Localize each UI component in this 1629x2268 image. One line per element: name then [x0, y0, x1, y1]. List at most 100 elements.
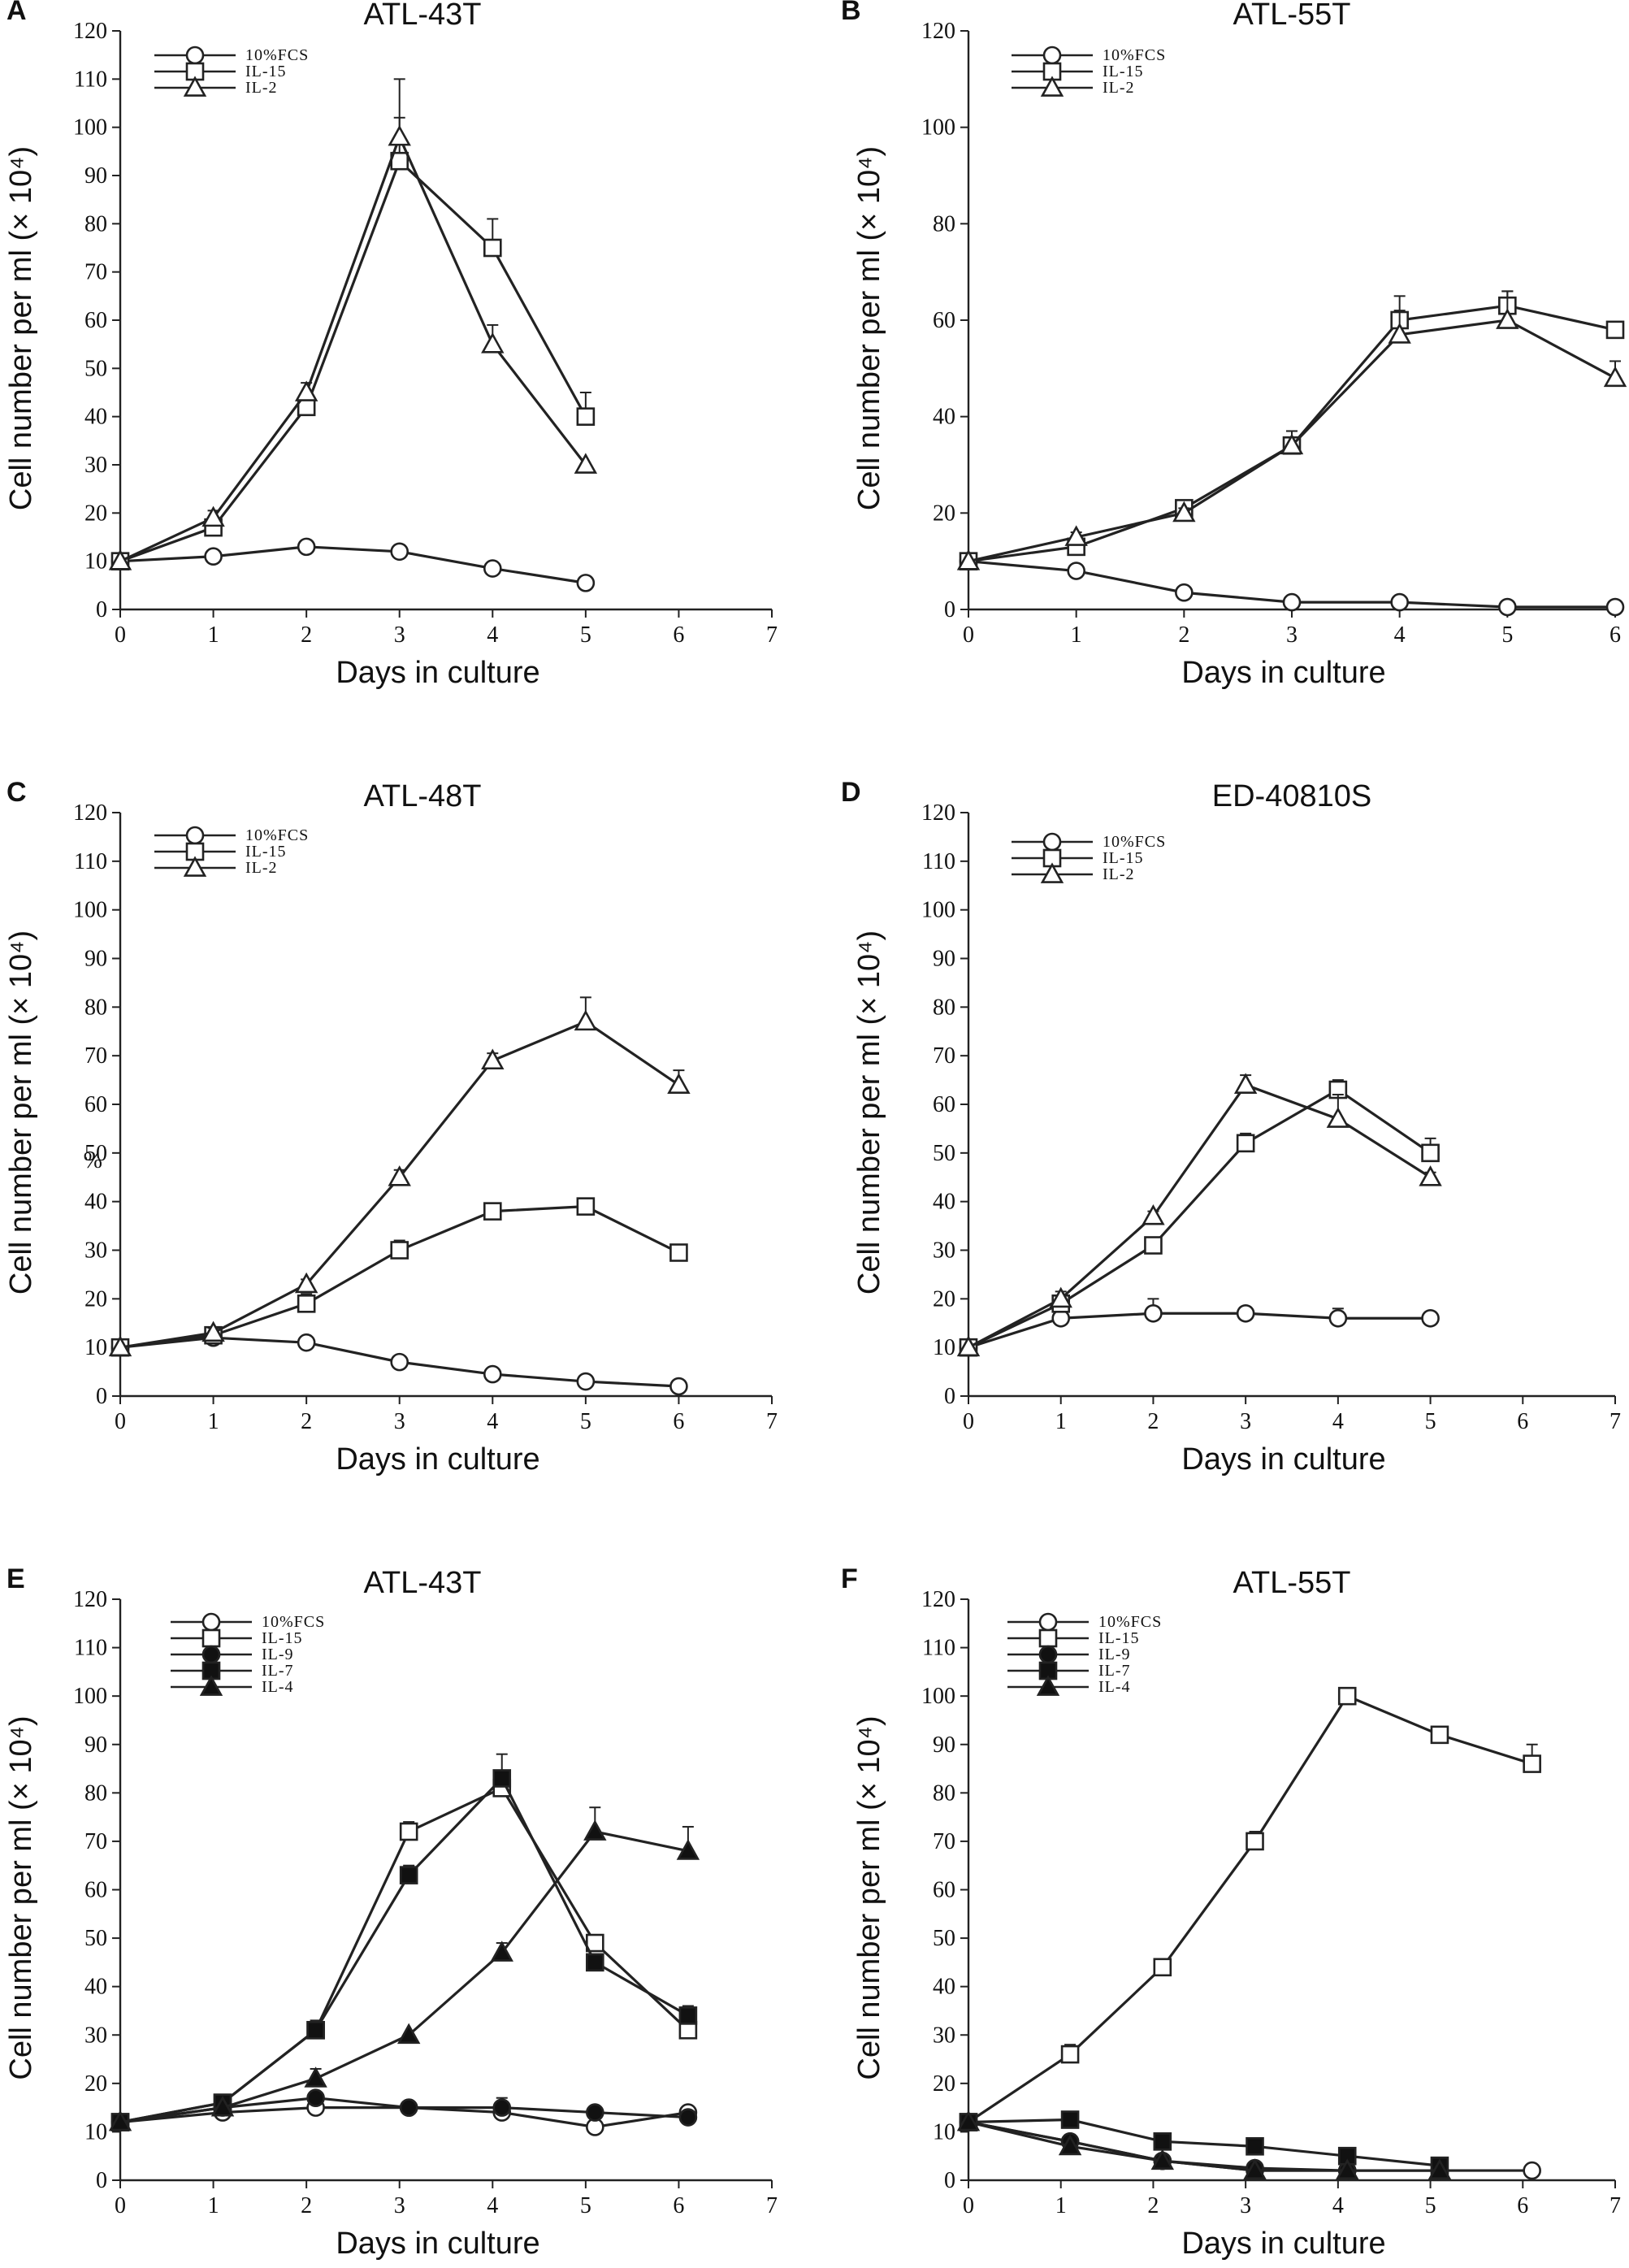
data-point-il-4 [490, 1941, 513, 1962]
y-tick-label: 80 [933, 1780, 955, 1806]
legend-label: 10%FCS [1103, 833, 1166, 851]
x-tick-label: 3 [1240, 1409, 1251, 1434]
series-line-il-4 [968, 2120, 1440, 2172]
data-point-il-4 [676, 1839, 700, 1860]
chart-panel-b: B ATL-55T 0 20 40 60 80 100 120 0 1 2 3 4 5 6 Days in cu… [841, 0, 1627, 690]
series-10-fcs [110, 537, 596, 592]
data-point-10-fcs [483, 559, 502, 578]
chart-panel-a: A ATL-43T 0 10 20 30 40 50 60 70 80 90 100 110 120 0 1 2 3… [4, 0, 778, 690]
data-point-il-15 [1605, 320, 1625, 340]
data-point-il-2 [1172, 501, 1196, 523]
legend-label: IL-7 [1098, 1662, 1131, 1680]
panel-letter: D [841, 777, 861, 808]
data-point-10-fcs [576, 574, 596, 592]
y-axis-title: Cell number per ml (× 10⁴) [4, 146, 38, 510]
x-tick-label: 0 [115, 1409, 126, 1434]
data-point-il-2 [1064, 525, 1088, 546]
legend-marker [185, 46, 205, 65]
y-axis-title: Cell number per ml (× 10⁴) [4, 1715, 38, 2079]
series-line-10-fcs [968, 1312, 1431, 1349]
y-tick-label: 0 [96, 2168, 107, 2193]
data-point-il-15 [1523, 1754, 1541, 1773]
data-point-10-fcs [1328, 1308, 1348, 1328]
x-tick-label: 4 [1332, 1409, 1344, 1434]
series-il-2 [108, 78, 598, 570]
y-tick-label: 40 [84, 1190, 107, 1215]
y-tick-label: 0 [944, 1384, 955, 1409]
legend-label: IL-7 [262, 1662, 294, 1680]
x-tick-label: 1 [208, 1409, 219, 1434]
data-point-10-fcs [483, 1364, 502, 1384]
data-point-il-15 [1246, 1832, 1264, 1851]
data-point-10-fcs [669, 1377, 688, 1396]
legend-label: IL-15 [1098, 1629, 1140, 1647]
data-point-il-4 [210, 2095, 235, 2117]
y-axis-title: Cell number per ml (× 10⁴) [852, 1715, 886, 2079]
series-il-4 [108, 1806, 700, 2131]
data-point-il-7 [306, 2020, 325, 2040]
data-point-il-7 [1060, 2110, 1080, 2129]
data-point-il-15 [1060, 2045, 1080, 2064]
data-point-il-2 [574, 1009, 598, 1031]
y-tick-label: 70 [84, 1043, 107, 1069]
series-line-il-2 [119, 133, 587, 563]
x-axis-title: Days in culture [336, 2227, 539, 2261]
series-line-il-15 [119, 1205, 680, 1349]
data-point-10-fcs [1605, 597, 1625, 617]
data-point-il-2 [1142, 1203, 1165, 1225]
y-tick-label: 120 [73, 19, 107, 44]
legend-marker [1040, 862, 1064, 883]
data-point-il-15 [576, 407, 596, 426]
legend-marker [1038, 1628, 1058, 1648]
series-il-2 [108, 996, 691, 1357]
y-tick-label: 60 [933, 1878, 955, 1903]
series-line-il-2 [968, 1083, 1432, 1349]
x-tick-label: 7 [1610, 1409, 1621, 1434]
data-point-il-15 [1337, 1686, 1357, 1706]
y-axis-title: Cell number per ml (× 10⁴) [852, 930, 886, 1294]
data-point-il-4 [108, 2110, 132, 2131]
x-tick-label: 3 [394, 2193, 405, 2218]
legend-marker [185, 826, 205, 845]
data-point-il-9 [492, 2098, 512, 2117]
y-tick-label: 90 [84, 947, 107, 972]
data-point-il-7 [1153, 2132, 1172, 2151]
x-tick-label: 7 [766, 1409, 778, 1434]
x-tick-label: 4 [1332, 2193, 1344, 2218]
y-tick-label: 90 [84, 163, 107, 189]
data-point-il-2 [956, 1335, 981, 1357]
y-tick-label: 80 [84, 211, 107, 236]
legend-label: IL-9 [262, 1646, 294, 1663]
panel-letter: A [6, 0, 27, 26]
y-tick-label: 20 [84, 1286, 107, 1312]
y-tick-label: 100 [921, 1684, 955, 1709]
data-point-il-9 [586, 2103, 604, 2122]
series-10-fcs [110, 1328, 688, 1396]
data-point-il-15 [1236, 1134, 1255, 1153]
data-point-10-fcs [1067, 562, 1085, 580]
data-point-il-2 [1326, 1107, 1350, 1128]
x-tick-label: 2 [1178, 622, 1189, 648]
legend-marker [1040, 76, 1064, 97]
legend-label: IL-2 [245, 859, 278, 877]
y-tick-label: 40 [933, 1975, 955, 2000]
y-tick-label: 110 [922, 1636, 955, 1661]
data-point-10-fcs [297, 537, 316, 557]
y-tick-label: 50 [84, 1926, 107, 1951]
data-point-il-15 [1153, 1958, 1172, 1977]
y-tick-label: 120 [921, 1587, 955, 1612]
y-tick-label: 20 [933, 2071, 955, 2097]
data-point-il-2 [294, 380, 318, 401]
y-tick-label: 110 [74, 67, 107, 92]
legend-label: 10%FCS [245, 826, 309, 844]
y-tick-label: 100 [73, 1684, 107, 1709]
x-tick-label: 4 [487, 2193, 498, 2218]
data-point-10-fcs [576, 1372, 596, 1391]
x-tick-label: 7 [766, 622, 778, 648]
panel-letter: F [841, 1563, 858, 1594]
data-point-il-9 [399, 2098, 418, 2117]
data-point-il-4 [304, 2066, 327, 2088]
